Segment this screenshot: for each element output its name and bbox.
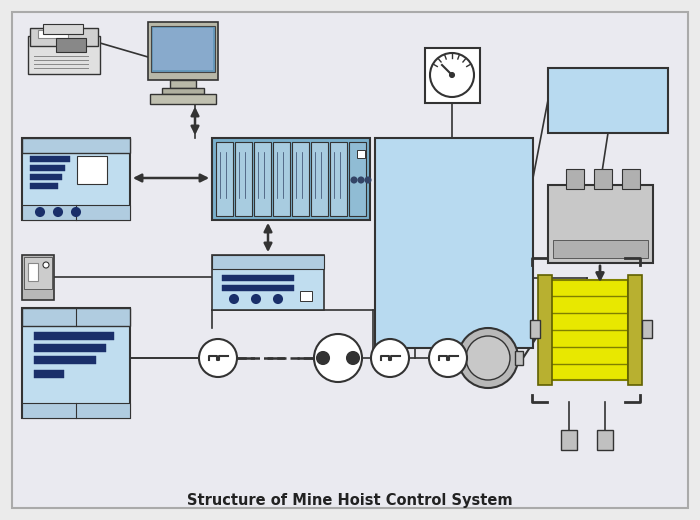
Bar — [330, 142, 347, 216]
Circle shape — [314, 334, 362, 382]
Bar — [222, 285, 294, 291]
Bar — [453, 351, 461, 365]
Circle shape — [358, 177, 363, 183]
Circle shape — [54, 208, 62, 216]
Bar — [148, 22, 218, 80]
Text: Structure of Mine Hoist Control System: Structure of Mine Hoist Control System — [187, 492, 513, 508]
Bar — [22, 138, 130, 153]
Bar — [548, 68, 668, 133]
Bar — [561, 430, 577, 450]
Circle shape — [36, 208, 44, 216]
Bar — [300, 291, 312, 301]
Circle shape — [429, 339, 467, 377]
Bar — [553, 240, 648, 258]
Bar — [22, 308, 130, 326]
Bar — [162, 88, 204, 94]
Circle shape — [43, 262, 49, 268]
Bar — [212, 255, 324, 310]
Bar — [22, 138, 130, 220]
Circle shape — [371, 339, 409, 377]
Circle shape — [450, 73, 454, 77]
Bar — [30, 174, 62, 180]
Bar — [566, 169, 584, 189]
Circle shape — [252, 295, 260, 303]
Bar — [515, 351, 523, 365]
Bar — [34, 356, 96, 364]
Bar — [548, 185, 653, 263]
Circle shape — [430, 53, 474, 97]
Bar — [38, 30, 68, 38]
Circle shape — [230, 295, 238, 303]
Circle shape — [365, 177, 370, 183]
Circle shape — [274, 295, 282, 303]
Circle shape — [351, 177, 356, 183]
Bar — [292, 142, 309, 216]
Bar — [222, 275, 294, 281]
Bar — [151, 26, 215, 72]
Bar — [22, 255, 54, 300]
Bar — [56, 38, 86, 52]
Bar — [273, 142, 290, 216]
Bar — [235, 142, 252, 216]
Bar — [34, 370, 64, 378]
Bar — [24, 257, 52, 289]
Bar — [375, 138, 533, 348]
Bar — [530, 320, 540, 338]
Bar — [34, 344, 106, 352]
Bar — [311, 142, 328, 216]
Bar — [622, 169, 640, 189]
Bar — [34, 332, 114, 340]
Bar — [28, 36, 100, 74]
Circle shape — [317, 352, 329, 364]
Bar — [30, 28, 98, 46]
Circle shape — [458, 328, 518, 388]
Bar — [30, 183, 58, 189]
Bar — [22, 403, 130, 418]
Bar — [349, 142, 366, 216]
Bar — [170, 80, 196, 88]
Bar — [216, 142, 233, 216]
Bar — [357, 150, 365, 158]
Circle shape — [199, 339, 237, 377]
Bar — [254, 142, 271, 216]
Bar — [22, 205, 130, 220]
Bar — [628, 275, 642, 385]
Bar — [597, 430, 613, 450]
Bar — [642, 320, 652, 338]
Bar — [212, 138, 370, 220]
Bar — [594, 169, 612, 189]
Bar — [425, 48, 480, 103]
Bar — [30, 156, 70, 162]
Bar — [43, 24, 83, 34]
Circle shape — [466, 336, 510, 380]
Bar — [28, 263, 38, 281]
Bar — [150, 94, 216, 104]
Bar — [30, 165, 65, 171]
Bar — [212, 255, 324, 269]
Circle shape — [347, 352, 359, 364]
Bar — [77, 156, 107, 184]
Bar — [153, 28, 213, 70]
Circle shape — [72, 208, 80, 216]
Bar — [22, 308, 130, 418]
Bar — [546, 280, 628, 380]
Bar — [538, 275, 552, 385]
